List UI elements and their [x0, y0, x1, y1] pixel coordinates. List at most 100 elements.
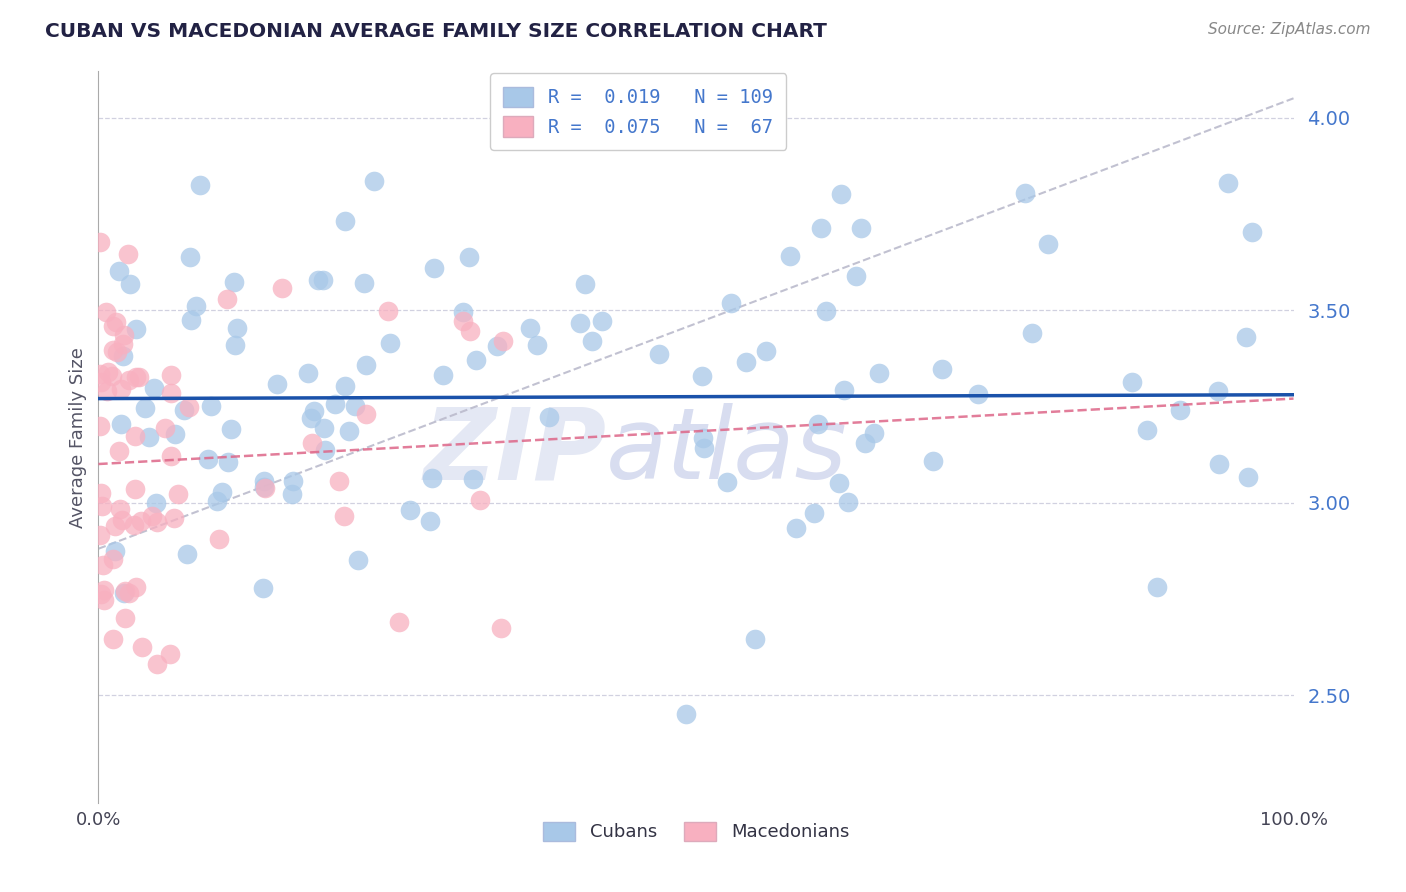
- Point: [675, 707, 697, 722]
- Point: [176, 547, 198, 561]
- Point: [160, 368, 183, 382]
- Point: [485, 339, 508, 353]
- Point: [335, 379, 357, 393]
- Point: [101, 632, 124, 647]
- Point: [922, 454, 945, 468]
- Point: [105, 345, 128, 359]
- Point: [845, 268, 868, 283]
- Point: [1206, 384, 1229, 399]
- Point: [931, 362, 953, 376]
- Point: [179, 251, 201, 265]
- Point: [432, 368, 454, 382]
- Point: [814, 303, 837, 318]
- Point: [302, 403, 325, 417]
- Point: [145, 515, 167, 529]
- Point: [111, 513, 134, 527]
- Point: [128, 370, 150, 384]
- Point: [828, 476, 851, 491]
- Point: [1146, 580, 1168, 594]
- Point: [314, 421, 336, 435]
- Point: [138, 429, 160, 443]
- Point: [89, 367, 111, 381]
- Point: [690, 368, 713, 383]
- Point: [100, 368, 122, 383]
- Point: [461, 472, 484, 486]
- Point: [1121, 376, 1143, 390]
- Point: [377, 304, 399, 318]
- Point: [457, 250, 479, 264]
- Point: [101, 319, 124, 334]
- Point: [101, 343, 124, 357]
- Point: [356, 358, 378, 372]
- Point: [112, 328, 135, 343]
- Point: [89, 419, 111, 434]
- Point: [451, 304, 474, 318]
- Point: [1240, 225, 1263, 239]
- Point: [333, 509, 356, 524]
- Point: [104, 519, 127, 533]
- Point: [1234, 329, 1257, 343]
- Point: [89, 528, 111, 542]
- Point: [134, 401, 156, 415]
- Point: [354, 408, 377, 422]
- Point: [125, 370, 148, 384]
- Point: [648, 347, 671, 361]
- Point: [173, 403, 195, 417]
- Point: [301, 436, 323, 450]
- Point: [849, 221, 872, 235]
- Point: [124, 518, 146, 533]
- Point: [720, 295, 742, 310]
- Point: [831, 187, 853, 202]
- Point: [693, 441, 716, 455]
- Point: [807, 417, 830, 431]
- Point: [142, 381, 165, 395]
- Point: [159, 386, 181, 401]
- Point: [779, 249, 801, 263]
- Point: [458, 324, 481, 338]
- Point: [97, 365, 120, 379]
- Point: [453, 313, 475, 327]
- Point: [1021, 326, 1043, 340]
- Point: [468, 493, 491, 508]
- Point: [569, 317, 592, 331]
- Point: [863, 425, 886, 440]
- Point: [159, 449, 181, 463]
- Point: [112, 585, 135, 599]
- Point: [1168, 402, 1191, 417]
- Point: [810, 221, 832, 235]
- Point: [619, 91, 641, 105]
- Point: [465, 353, 488, 368]
- Point: [253, 481, 276, 495]
- Point: [215, 292, 238, 306]
- Point: [591, 314, 613, 328]
- Point: [188, 178, 211, 193]
- Point: [785, 520, 807, 534]
- Point: [363, 174, 385, 188]
- Point: [225, 320, 247, 334]
- Point: [832, 383, 855, 397]
- Point: [197, 451, 219, 466]
- Point: [90, 499, 112, 513]
- Point: [299, 410, 322, 425]
- Point: [868, 366, 890, 380]
- Point: [344, 399, 367, 413]
- Point: [297, 366, 319, 380]
- Point: [967, 386, 990, 401]
- Point: [574, 277, 596, 292]
- Point: [118, 277, 141, 291]
- Point: [380, 336, 402, 351]
- Point: [93, 582, 115, 597]
- Point: [124, 483, 146, 497]
- Point: [177, 401, 200, 415]
- Point: [692, 431, 714, 445]
- Point: [146, 657, 169, 672]
- Point: [125, 580, 148, 594]
- Point: [1218, 176, 1240, 190]
- Point: [180, 313, 202, 327]
- Point: [117, 247, 139, 261]
- Point: [423, 260, 446, 275]
- Point: [118, 586, 141, 600]
- Point: [347, 553, 370, 567]
- Point: [224, 337, 246, 351]
- Legend: Cubans, Macedonians: Cubans, Macedonians: [536, 814, 856, 848]
